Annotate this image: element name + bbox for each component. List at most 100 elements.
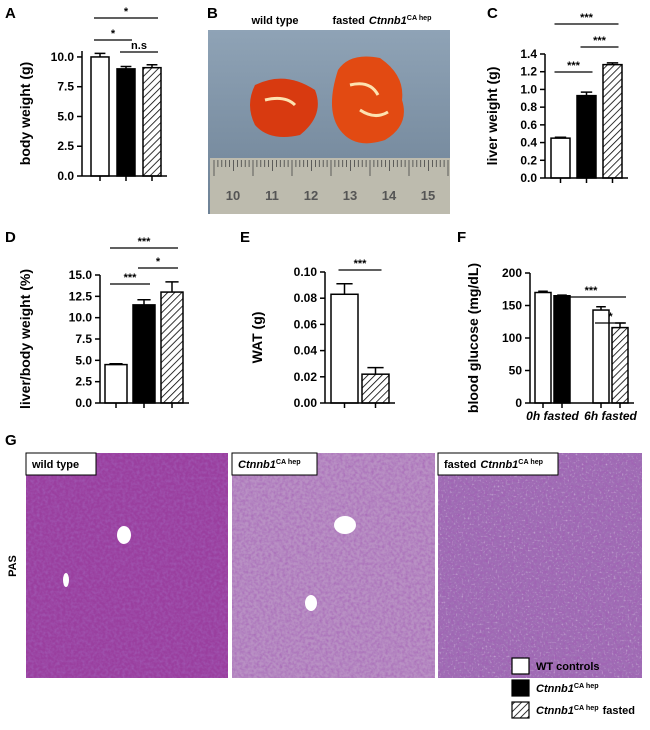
ruler-number: 13 — [343, 188, 357, 203]
error-bar — [580, 91, 593, 96]
photo-label: wild type — [250, 15, 298, 27]
image-label-box — [437, 452, 559, 476]
label-part: CA hep — [574, 682, 599, 690]
y-axis-label: WAT (g) — [249, 312, 265, 364]
bar — [330, 293, 359, 404]
image-label: fasted Ctnnb1CA hep — [444, 458, 544, 471]
x-tick-label: 6h fasted — [584, 409, 637, 423]
y-tick-label: 50 — [509, 364, 523, 378]
photo-label: fasted Ctnnb1CA hep — [332, 14, 432, 27]
bar — [553, 295, 571, 404]
y-tick-label: 150 — [502, 299, 522, 313]
label-part: CA hep — [276, 458, 301, 466]
error-bar — [606, 62, 619, 65]
significance-label: *** — [124, 272, 138, 284]
y-tick-label: 0.8 — [520, 100, 537, 114]
error-bar — [557, 294, 567, 296]
bar — [104, 363, 128, 404]
y-tick-label: 2.5 — [57, 139, 74, 153]
label-part: wild type — [31, 459, 79, 471]
bar — [116, 68, 136, 177]
liver-photo — [208, 30, 450, 214]
significance-label: * — [156, 256, 161, 268]
bar — [602, 63, 623, 179]
error-bar — [94, 52, 106, 57]
legend-label: Ctnnb1CA hep — [536, 682, 599, 695]
label-part: CA hep — [518, 458, 543, 466]
y-axis-label: blood glucose (mg/dL) — [465, 263, 481, 413]
legend-label: WT controls — [536, 661, 600, 673]
error-bar — [120, 65, 132, 69]
bar — [90, 56, 110, 177]
error-bar — [538, 290, 548, 293]
y-tick-label: 10.0 — [51, 50, 75, 64]
label-part: CA hep — [407, 14, 432, 22]
significance-label: *** — [580, 12, 594, 24]
y-tick-label: 15.0 — [69, 268, 93, 282]
panel-letter: A — [5, 5, 16, 22]
significance-label: *** — [567, 60, 581, 72]
y-tick-label: 10.0 — [69, 311, 93, 325]
label-part: Ctnnb1 — [238, 459, 276, 471]
image-label-box — [25, 452, 97, 476]
significance-label: * — [608, 311, 613, 323]
ruler-number: 12 — [304, 188, 318, 203]
y-tick-label: 100 — [502, 331, 522, 345]
error-bar — [554, 136, 567, 139]
bar — [361, 373, 390, 404]
significance-label: *** — [585, 285, 599, 297]
y-tick-label: 0.6 — [520, 118, 537, 132]
significance-label: *** — [593, 35, 607, 47]
significance-label: *** — [138, 236, 152, 248]
error-bar — [165, 281, 179, 293]
x-tick-label: 0h fasted — [526, 409, 579, 423]
label-part: Ctnnb1 — [480, 459, 518, 471]
y-tick-label: 0.4 — [520, 136, 537, 150]
y-tick-label: 7.5 — [57, 80, 74, 94]
y-tick-label: 0.00 — [294, 396, 318, 410]
label-part: wild type — [250, 15, 298, 27]
label-part: fasted — [332, 15, 364, 27]
y-tick-label: 5.0 — [75, 353, 92, 367]
label-part: Ctnnb1 — [536, 683, 574, 695]
image-label: wild type — [31, 459, 79, 471]
y-tick-label: 0.0 — [57, 169, 74, 183]
y-axis-label: liver weight (g) — [484, 67, 500, 166]
y-axis-label: liver/body weight (%) — [17, 269, 33, 409]
bar — [611, 326, 629, 404]
legend-swatch — [511, 657, 530, 675]
label-part: Ctnnb1 — [369, 15, 407, 27]
y-tick-label: 0.08 — [294, 291, 318, 305]
y-tick-label: 0.0 — [520, 171, 537, 185]
y-tick-label: 0.06 — [294, 317, 318, 331]
bar — [550, 137, 571, 179]
error-bar — [137, 298, 151, 305]
panel-letter: E — [240, 229, 250, 246]
significance-label: * — [124, 6, 129, 18]
bar — [132, 304, 156, 404]
label-part: Ctnnb1 — [536, 705, 574, 717]
y-tick-label: 1.0 — [520, 82, 537, 96]
ruler-number: 10 — [226, 188, 240, 203]
legend-label: Ctnnb1CA hep fasted — [536, 704, 635, 717]
image-label-box — [231, 452, 318, 476]
error-bar — [367, 366, 384, 375]
histology-images — [26, 453, 642, 678]
y-tick-label: 200 — [502, 266, 522, 280]
y-tick-label: 0.0 — [75, 396, 92, 410]
panel-letter: D — [5, 229, 16, 246]
panel-letter: G — [5, 432, 17, 449]
ruler-number: 15 — [421, 188, 435, 203]
bar — [142, 66, 162, 177]
error-bar — [336, 283, 353, 295]
label-part: fasted — [603, 705, 635, 717]
panel-letter: C — [487, 5, 498, 22]
y-tick-label: 5.0 — [57, 109, 74, 123]
legend-swatch — [511, 679, 530, 697]
bar — [592, 309, 610, 404]
panel-letter: F — [457, 229, 466, 246]
error-bar — [146, 63, 158, 68]
label-part: WT controls — [536, 661, 600, 673]
significance-label: n.s — [131, 40, 147, 52]
